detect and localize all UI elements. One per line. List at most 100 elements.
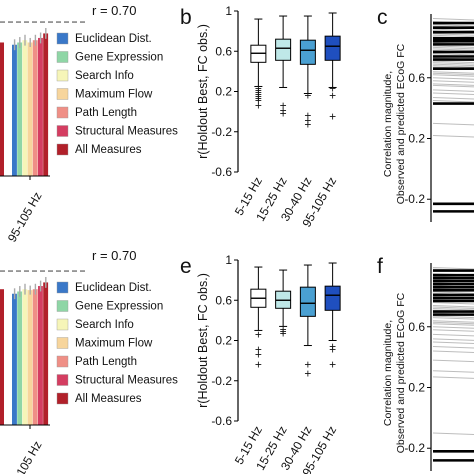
outlier: + xyxy=(280,322,287,336)
outlier: + xyxy=(255,348,262,362)
thin-line xyxy=(432,315,474,319)
legend-label: Euclidean Dist. xyxy=(75,33,152,45)
thin-line xyxy=(432,24,474,27)
thin-line xyxy=(432,34,474,38)
legend-label: All Measures xyxy=(75,393,142,405)
outlier: + xyxy=(304,89,311,103)
legend-label: Maximum Flow xyxy=(75,89,153,101)
bar xyxy=(32,40,38,176)
legend-label: All Measures xyxy=(75,144,142,156)
legend: Euclidean Dist. Gene Expression Search Inf… xyxy=(56,32,178,156)
y-axis-label: r(Holdout Best, FC obs.) xyxy=(196,273,210,408)
legend-label: Search Info xyxy=(75,319,134,331)
thin-line xyxy=(432,63,474,67)
thin-line xyxy=(432,323,474,326)
outlier: + xyxy=(304,358,311,372)
y-tick-label: -0.2 xyxy=(404,192,425,206)
outlier: + xyxy=(280,104,287,118)
y-axis-label: r(Holdout Best, FC obs.) xyxy=(196,24,210,159)
legend-label: Structural Measures xyxy=(75,375,178,387)
thin-line xyxy=(432,308,474,311)
x-tick-label: 95-105 Hz xyxy=(5,190,45,245)
y-tick-label: 0.6 xyxy=(408,320,425,334)
legend-swatch xyxy=(56,125,69,137)
legend-swatch xyxy=(56,51,69,63)
bar xyxy=(12,44,17,176)
thin-line xyxy=(432,18,474,21)
bar xyxy=(27,42,33,177)
thin-line xyxy=(432,317,474,320)
y-axis-label-line2: Observed and predicted ECoG FC xyxy=(395,43,407,204)
thin-line xyxy=(432,291,474,294)
outlier: + xyxy=(255,92,262,106)
bar xyxy=(22,289,28,425)
thin-line xyxy=(432,359,474,363)
panel-letter-c: c xyxy=(377,6,388,29)
thin-line xyxy=(432,83,474,86)
y-tick-label: 0.2 xyxy=(408,131,425,145)
outlier: + xyxy=(255,327,262,341)
outlier: + xyxy=(255,84,262,98)
thin-line xyxy=(432,45,474,48)
outlier: + xyxy=(255,94,262,108)
legend-swatch xyxy=(56,392,69,405)
legend-swatch xyxy=(56,88,69,100)
y-tick-label: -0.2 xyxy=(211,125,232,139)
thin-line xyxy=(432,341,474,344)
outlier: + xyxy=(280,107,287,121)
thin-line xyxy=(432,326,474,329)
legend-swatch xyxy=(56,281,69,294)
y-tick-label: -0.6 xyxy=(211,165,232,179)
thin-line xyxy=(432,33,474,36)
y-tick-label: 0.2 xyxy=(408,380,425,394)
legend-label: Structural Measures xyxy=(75,126,178,138)
legend-swatch xyxy=(56,337,69,349)
thin-line xyxy=(432,329,474,332)
bar xyxy=(22,40,28,176)
bar xyxy=(43,33,49,176)
thin-line xyxy=(432,71,474,74)
outlier: + xyxy=(255,88,262,102)
legend-swatch xyxy=(56,143,69,156)
outlier: + xyxy=(304,367,311,381)
bar xyxy=(0,42,4,177)
boxplot-panel-b: b -0.6 -0.2 0.2 0.6 1 r(Holdout Best, FC obs.… xyxy=(180,4,341,229)
panel-letter-e: e xyxy=(180,255,192,278)
thin-line xyxy=(432,333,474,337)
y-tick-label: 0.6 xyxy=(215,44,232,58)
bar xyxy=(17,42,23,177)
outlier: + xyxy=(255,99,262,113)
outlier: + xyxy=(280,324,287,338)
bar xyxy=(0,289,4,425)
bar xyxy=(43,282,49,425)
thin-line xyxy=(432,432,474,436)
bar xyxy=(32,289,38,425)
box xyxy=(324,35,341,61)
y-axis-label-line2: Observed and predicted ECoG FC xyxy=(395,292,407,453)
box xyxy=(275,38,292,61)
thin-line xyxy=(432,80,474,83)
panel-letter-b: b xyxy=(180,6,192,29)
bar-panel-top: r = 0.70 Euclidean Dist. Gene Expression S… xyxy=(0,3,178,244)
thin-line xyxy=(432,320,474,323)
outlier: + xyxy=(304,114,311,128)
line-panel-c: c -0.2 0.2 0.6 Correlation magnitude, Observ… xyxy=(377,6,474,222)
outlier: + xyxy=(255,81,262,95)
bar xyxy=(12,293,17,425)
thin-line xyxy=(432,338,474,341)
outlier: + xyxy=(255,358,262,372)
y-tick-label: 0.6 xyxy=(408,71,425,85)
thin-line xyxy=(432,346,474,349)
thin-line xyxy=(432,72,474,76)
y-tick-label: -0.2 xyxy=(404,441,425,455)
y-tick-label: -0.6 xyxy=(211,414,232,428)
bar xyxy=(38,286,43,425)
boxplot-panel-e: e -0.6 -0.2 0.2 0.6 1 r(Holdout Best, FC obs.… xyxy=(180,253,341,474)
legend-label: Euclidean Dist. xyxy=(75,282,152,294)
y-tick-label: 1 xyxy=(225,4,232,18)
box xyxy=(299,39,316,65)
thin-line xyxy=(432,52,474,56)
panel-letter-f: f xyxy=(377,255,383,278)
outlier: + xyxy=(255,343,262,357)
